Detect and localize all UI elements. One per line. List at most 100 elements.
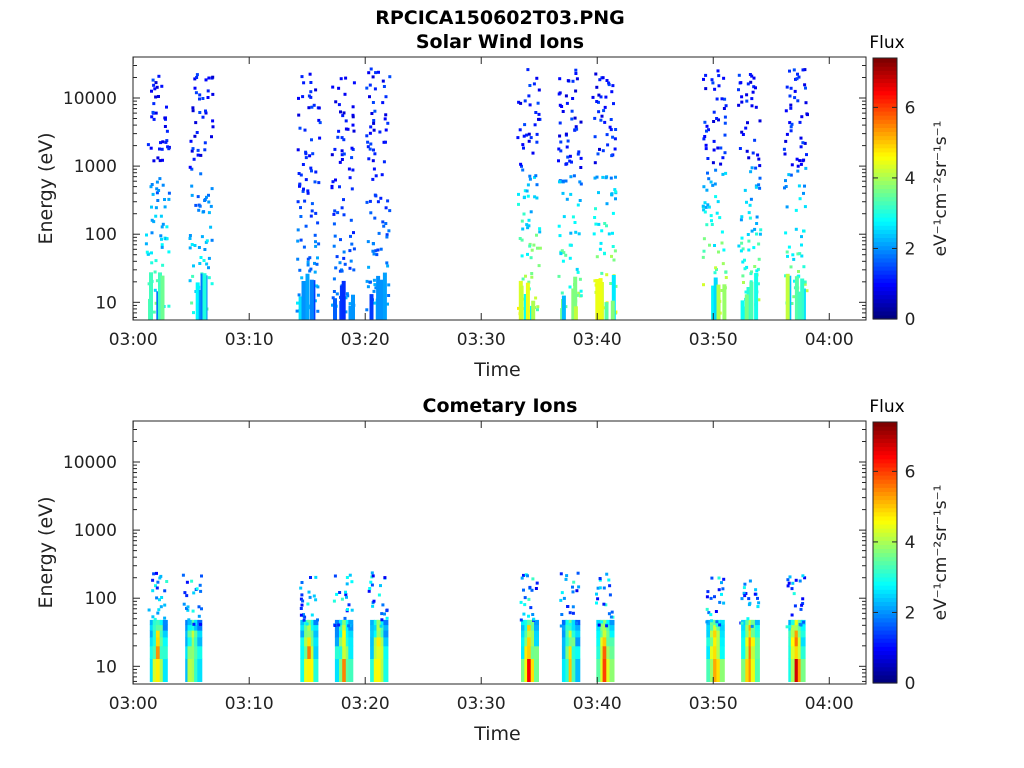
flux-cell: [722, 107, 726, 110]
flux-cell: [796, 169, 800, 173]
flux-cell: [741, 645, 747, 659]
colorbar-segment: [873, 78, 897, 84]
flux-cell: [152, 630, 158, 638]
flux-cell: [160, 225, 164, 229]
flux-cell: [157, 189, 161, 192]
flux-cell: [796, 99, 800, 103]
flux-cell: [724, 276, 728, 279]
flux-cell: [747, 248, 751, 252]
flux-cell: [203, 148, 207, 152]
flux-cell: [750, 619, 756, 626]
flux-cell: [707, 611, 711, 615]
flux-cell: [338, 261, 342, 265]
flux-cell: [157, 74, 161, 78]
flux-cell: [344, 76, 348, 80]
flux-cell: [314, 211, 318, 215]
flux-cell: [155, 571, 158, 575]
colorbar-segment: [873, 560, 897, 566]
flux-cell: [371, 101, 375, 104]
flux-cell: [373, 301, 377, 305]
flux-cell: [382, 85, 386, 88]
flux-cell: [377, 231, 381, 235]
flux-cell: [337, 623, 341, 627]
flux-cell: [317, 181, 321, 185]
flux-cell: [799, 607, 803, 611]
flux-cell: [368, 83, 372, 87]
flux-cell: [538, 227, 542, 231]
flux-cell: [310, 138, 313, 142]
flux-cell: [162, 645, 168, 659]
flux-cell: [383, 576, 387, 580]
flux-cell: [309, 81, 313, 84]
flux-cell: [609, 636, 615, 647]
flux-cell: [300, 630, 306, 638]
flux-cell: [523, 596, 527, 600]
burst: [595, 572, 615, 682]
flux-cell: [752, 76, 756, 80]
flux-cell: [374, 249, 378, 253]
flux-cell: [197, 619, 203, 626]
flux-cell: [593, 176, 597, 180]
flux-cell: [530, 636, 536, 647]
flux-cell: [598, 577, 602, 580]
flux-cell: [345, 595, 348, 599]
flux-cell: [194, 645, 200, 659]
flux-cell: [526, 183, 530, 187]
flux-cell: [167, 197, 171, 201]
colorbar-segment: [873, 674, 897, 680]
flux-cell: [743, 258, 746, 262]
flux-cell: [744, 126, 748, 130]
burst: [557, 68, 583, 320]
flux-cell: [750, 630, 756, 638]
flux-cell: [318, 121, 322, 125]
flux-cell: [605, 202, 609, 206]
flux-cell: [705, 607, 709, 611]
burst: [367, 571, 389, 682]
flux-cell: [160, 243, 164, 247]
flux-cell: [720, 97, 724, 101]
flux-cell: [602, 658, 608, 682]
flux-cell: [333, 234, 337, 238]
flux-cell: [384, 128, 388, 132]
flux-cell: [595, 601, 598, 605]
flux-cell: [574, 68, 578, 72]
flux-cell: [187, 658, 193, 682]
flux-cell: [190, 193, 194, 197]
flux-cell: [162, 636, 168, 647]
flux-cell: [803, 83, 807, 87]
flux-cell: [707, 205, 711, 209]
flux-cell: [721, 172, 725, 176]
flux-cell: [716, 645, 722, 659]
flux-cell: [737, 103, 741, 107]
flux-cell: [338, 591, 342, 594]
flux-cell: [705, 223, 709, 227]
flux-cell: [722, 284, 727, 320]
flux-cell: [313, 233, 317, 237]
flux-cell: [368, 131, 372, 135]
flux-cell: [741, 247, 745, 251]
flux-cell: [369, 67, 373, 71]
flux-cell: [756, 625, 760, 629]
flux-cell: [530, 630, 536, 638]
flux-cell: [571, 619, 577, 626]
flux-cell: [598, 247, 602, 251]
y-axis-label: Energy (eV): [35, 132, 57, 244]
flux-cell: [706, 203, 710, 207]
flux-cell: [155, 187, 159, 191]
flux-cell: [531, 300, 536, 320]
flux-cell: [155, 180, 159, 184]
y-tick-label: 1000: [74, 157, 117, 177]
flux-cell: [340, 153, 344, 157]
flux-cell: [334, 645, 340, 659]
flux-cell: [595, 592, 598, 596]
flux-cell: [755, 269, 759, 273]
flux-cell: [565, 658, 571, 682]
flux-cell: [204, 111, 208, 115]
flux-cell: [528, 244, 532, 248]
flux-cell: [702, 237, 706, 241]
flux-cell: [331, 180, 335, 184]
colorbar-segment: [873, 233, 897, 239]
flux-cell: [304, 152, 308, 156]
flux-cell: [720, 592, 723, 596]
flux-cell: [532, 82, 536, 86]
